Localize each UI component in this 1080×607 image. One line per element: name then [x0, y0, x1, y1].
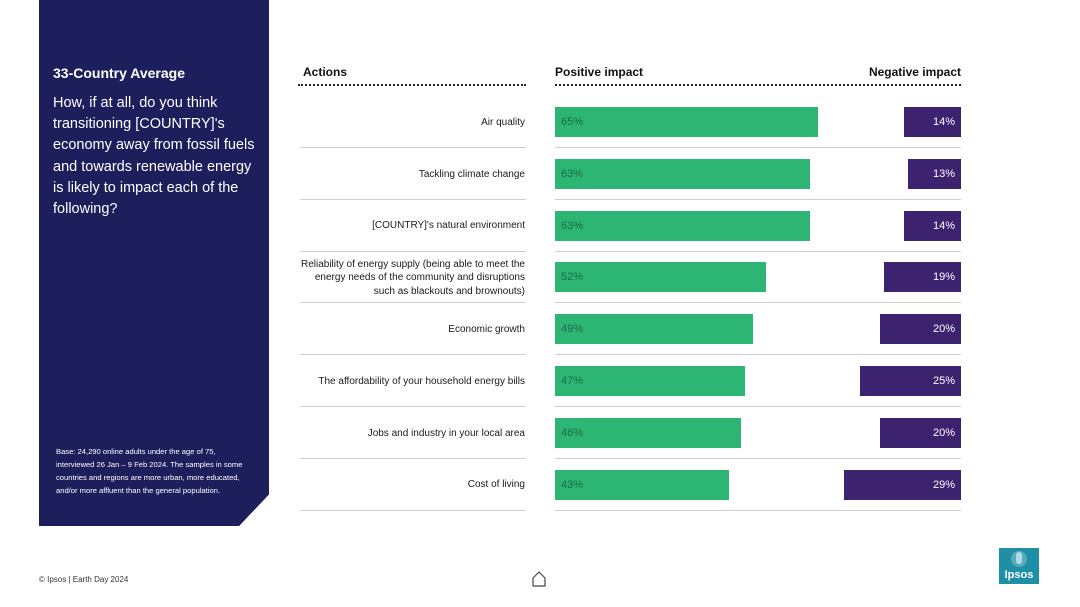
row-separator	[300, 457, 526, 459]
positive-bar	[555, 107, 819, 137]
positive-value-label: 52%	[561, 271, 584, 284]
positive-value-label: 65%	[561, 116, 584, 128]
panel-title: 33-Country Average	[53, 65, 186, 81]
actions-header-divider	[298, 84, 526, 86]
positive-bar	[555, 210, 811, 241]
row-separator	[300, 509, 526, 511]
positive-impact-header: Positive impact	[555, 65, 644, 79]
row-separator	[555, 147, 961, 148]
row-separator	[555, 354, 961, 356]
category-label: The affordability of your household ener…	[318, 375, 525, 387]
category-label: [COUNTRY]'s natural environment	[372, 220, 525, 232]
negative-bar	[904, 210, 961, 241]
base-note: Base: 24,290 online adults under the age…	[56, 447, 243, 495]
positive-value-label: 46%	[561, 426, 584, 439]
footer-copyright: © Ipsos | Earth Day 2024	[39, 575, 129, 584]
negative-value-label: 29%	[932, 478, 955, 491]
row-separator	[300, 302, 526, 304]
row-separator	[555, 406, 961, 407]
positive-bar	[555, 314, 754, 345]
category-label: Tackling climate change	[418, 168, 525, 180]
negative-value-label: 19%	[932, 271, 955, 284]
row-separator	[300, 250, 526, 252]
negative-bar	[904, 107, 961, 137]
logo-text: Ipsos	[1005, 569, 1034, 581]
bars-header-divider	[555, 84, 961, 86]
actions-header: Actions	[303, 65, 348, 79]
positive-bar	[555, 366, 746, 396]
question-panel: 33-Country Average How, if at all, do yo…	[39, 0, 269, 526]
negative-bar	[843, 469, 961, 500]
home-icon[interactable]	[531, 570, 547, 588]
survey-question: How, if at all, do you think transitioni…	[53, 95, 255, 218]
negative-value-label: 25%	[932, 375, 955, 387]
positive-bar	[555, 262, 766, 293]
negative-value-label: 20%	[932, 323, 955, 336]
positive-bar	[555, 158, 811, 189]
row-separator	[555, 198, 961, 200]
category-label: Cost of living	[467, 479, 525, 491]
positive-value-label: 49%	[561, 323, 584, 336]
positive-value-label: 63%	[561, 167, 584, 180]
category-label: Jobs and industry in your local area	[367, 427, 525, 439]
category-label: Air quality	[481, 116, 525, 128]
row-separator	[300, 147, 526, 148]
negative-value-label: 13%	[932, 167, 955, 180]
row-separator	[300, 198, 526, 200]
negative-value-label: 14%	[932, 219, 955, 232]
row-separator	[300, 406, 526, 407]
row-separator	[555, 457, 961, 459]
category-label: Economic growth	[448, 323, 525, 335]
positive-value-label: 47%	[561, 375, 584, 387]
row-separator	[555, 250, 961, 252]
negative-bar	[884, 262, 961, 293]
negative-bar	[908, 158, 961, 189]
negative-bar	[880, 314, 961, 345]
positive-value-label: 63%	[561, 219, 584, 232]
row-separator	[555, 302, 961, 304]
row-separator	[300, 354, 526, 356]
negative-value-label: 20%	[932, 426, 955, 439]
category-label: Reliability of energy supply (being able…	[300, 258, 525, 297]
positive-bar	[555, 469, 730, 500]
ipsos-logo: Ipsos	[999, 548, 1039, 584]
negative-impact-header: Negative impact	[868, 65, 961, 79]
negative-bar	[880, 417, 961, 448]
negative-value-label: 14%	[932, 116, 955, 128]
positive-bar	[555, 417, 742, 448]
positive-value-label: 43%	[561, 478, 584, 491]
negative-bar	[859, 366, 961, 396]
row-separator	[555, 509, 961, 511]
